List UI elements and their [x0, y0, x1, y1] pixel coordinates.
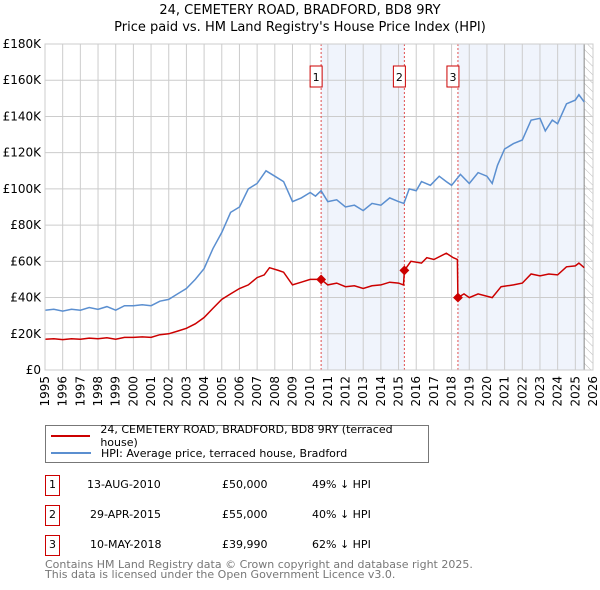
forecast-hatch [584, 44, 593, 370]
x-tick-label: 2014 [374, 376, 388, 407]
sale-row: 3 10-MAY-2018 £39,990 62% ↓ HPI [45, 535, 465, 556]
sale-badge: 2 [45, 505, 60, 526]
price-chart: 1995 1996 1997 1998 1999 2000 2001 2002 2003 2004… [3, 37, 600, 407]
x-tick-label: 2016 [409, 376, 423, 407]
sale-label-box [392, 65, 406, 88]
legend-item-property: 24, CEMETERY ROAD, BRADFORD, BD8 9RY (te… [46, 423, 428, 449]
sale-hpi: 62% ↓ HPI [312, 538, 371, 551]
x-tick-label: 2000 [126, 376, 140, 407]
x-tick-label: 2017 [427, 376, 441, 407]
y-tick-label: £140K [3, 109, 43, 123]
sale-point [399, 265, 410, 276]
sale-date: 13-AUG-2010 [87, 478, 161, 491]
sale-point [316, 274, 327, 285]
chart-title: 24, CEMETERY ROAD, BRADFORD, BD8 9RY [159, 3, 441, 18]
sale-hpi: 40% ↓ HPI [312, 508, 371, 521]
x-tick-label: 2004 [197, 376, 211, 407]
sale-price: £55,000 [222, 508, 268, 521]
y-tick-label: £120K [3, 146, 43, 160]
x-tick-label: 2015 [392, 376, 406, 407]
x-tick-label: 2010 [303, 376, 317, 407]
y-tick-label: £60K [10, 254, 42, 268]
x-tick-label: 2012 [339, 376, 353, 407]
sale-label: 1 [313, 71, 320, 84]
sale-label: 3 [449, 71, 456, 84]
x-tick-label: 2024 [551, 376, 565, 407]
footer-line: Contains HM Land Registry data © Crown c… [45, 558, 473, 571]
x-tick-label: 2003 [179, 376, 193, 407]
x-tick-label: 2011 [321, 376, 335, 407]
x-tick-label: 2023 [533, 376, 547, 407]
series-line [44, 93, 585, 312]
sale-label-box [309, 65, 323, 88]
y-tick-label: £180K [3, 37, 43, 51]
legend-swatch [51, 435, 91, 437]
x-tick-label: 2026 [586, 376, 600, 407]
legend-label: 24, CEMETERY ROAD, BRADFORD, BD8 9RY (te… [100, 423, 393, 449]
x-tick-label: 1996 [56, 376, 70, 407]
sale-row: 1 13-AUG-2010 £50,000 49% ↓ HPI [45, 475, 465, 496]
sale-badge: 1 [45, 475, 60, 496]
x-tick-label: 1998 [91, 376, 105, 407]
x-tick-label: 1995 [38, 376, 52, 407]
sale-price: £50,000 [222, 478, 268, 491]
y-tick-label: £100K [3, 182, 43, 196]
x-tick-label: 2025 [568, 376, 582, 407]
footer: Contains HM Land Registry data © Crown c… [45, 558, 473, 581]
sale-hpi: 49% ↓ HPI [312, 478, 371, 491]
x-tick-label: 2002 [162, 376, 176, 407]
sale-label-box [446, 65, 460, 88]
sale-badge: 3 [45, 535, 60, 556]
x-tick-label: 2005 [215, 376, 229, 407]
chart-subtitle: Price paid vs. HM Land Registry's House … [114, 20, 486, 35]
x-tick-label: 2018 [445, 376, 459, 407]
x-tick-label: 2006 [232, 376, 246, 407]
sale-date: 29-APR-2015 [90, 508, 162, 521]
sale-point [452, 292, 463, 303]
x-tick-label: 1999 [109, 376, 123, 407]
y-tick-label: £0 [26, 363, 41, 377]
x-tick-label: 1997 [73, 376, 87, 407]
x-tick-label: 2020 [480, 376, 494, 407]
x-tick-label: 2021 [498, 376, 512, 407]
legend: 24, CEMETERY ROAD, BRADFORD, BD8 9RY (te… [45, 423, 429, 463]
x-tick-label: 2022 [515, 376, 529, 407]
x-tick-label: 2001 [144, 376, 158, 407]
legend-label: HPI: Average price, terraced house, Brad… [101, 446, 348, 460]
y-tick-label: £20K [10, 327, 42, 341]
x-tick-label: 2019 [462, 376, 476, 407]
sale-row: 2 29-APR-2015 £55,000 40% ↓ HPI [45, 505, 465, 526]
sale-date: 10-MAY-2018 [90, 538, 162, 551]
y-tick-label: £160K [3, 73, 43, 87]
sale-price: £39,990 [222, 538, 268, 551]
y-tick-label: £80K [10, 218, 42, 232]
legend-item-hpi: HPI: Average price, terraced house, Brad… [46, 445, 347, 461]
x-tick-label: 2008 [268, 376, 282, 407]
plot-frame [44, 43, 594, 371]
y-tick-label: £40K [10, 291, 42, 305]
shaded-range [457, 44, 585, 370]
x-tick-label: 2009 [285, 376, 299, 407]
footer-line: This data is licensed under the Open Gov… [45, 568, 396, 581]
x-tick-label: 2013 [356, 376, 370, 407]
series-line [44, 252, 585, 341]
sale-label: 2 [396, 71, 403, 84]
legend-swatch [51, 452, 91, 454]
x-tick-label: 2007 [250, 376, 264, 407]
